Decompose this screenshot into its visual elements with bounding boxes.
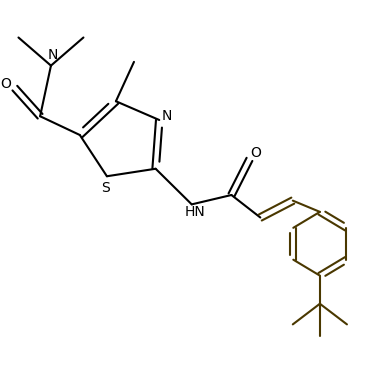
Text: HN: HN: [185, 205, 206, 219]
Text: N: N: [162, 109, 172, 123]
Text: N: N: [47, 48, 58, 62]
Text: O: O: [0, 77, 11, 92]
Text: O: O: [250, 146, 261, 160]
Text: S: S: [101, 180, 110, 195]
